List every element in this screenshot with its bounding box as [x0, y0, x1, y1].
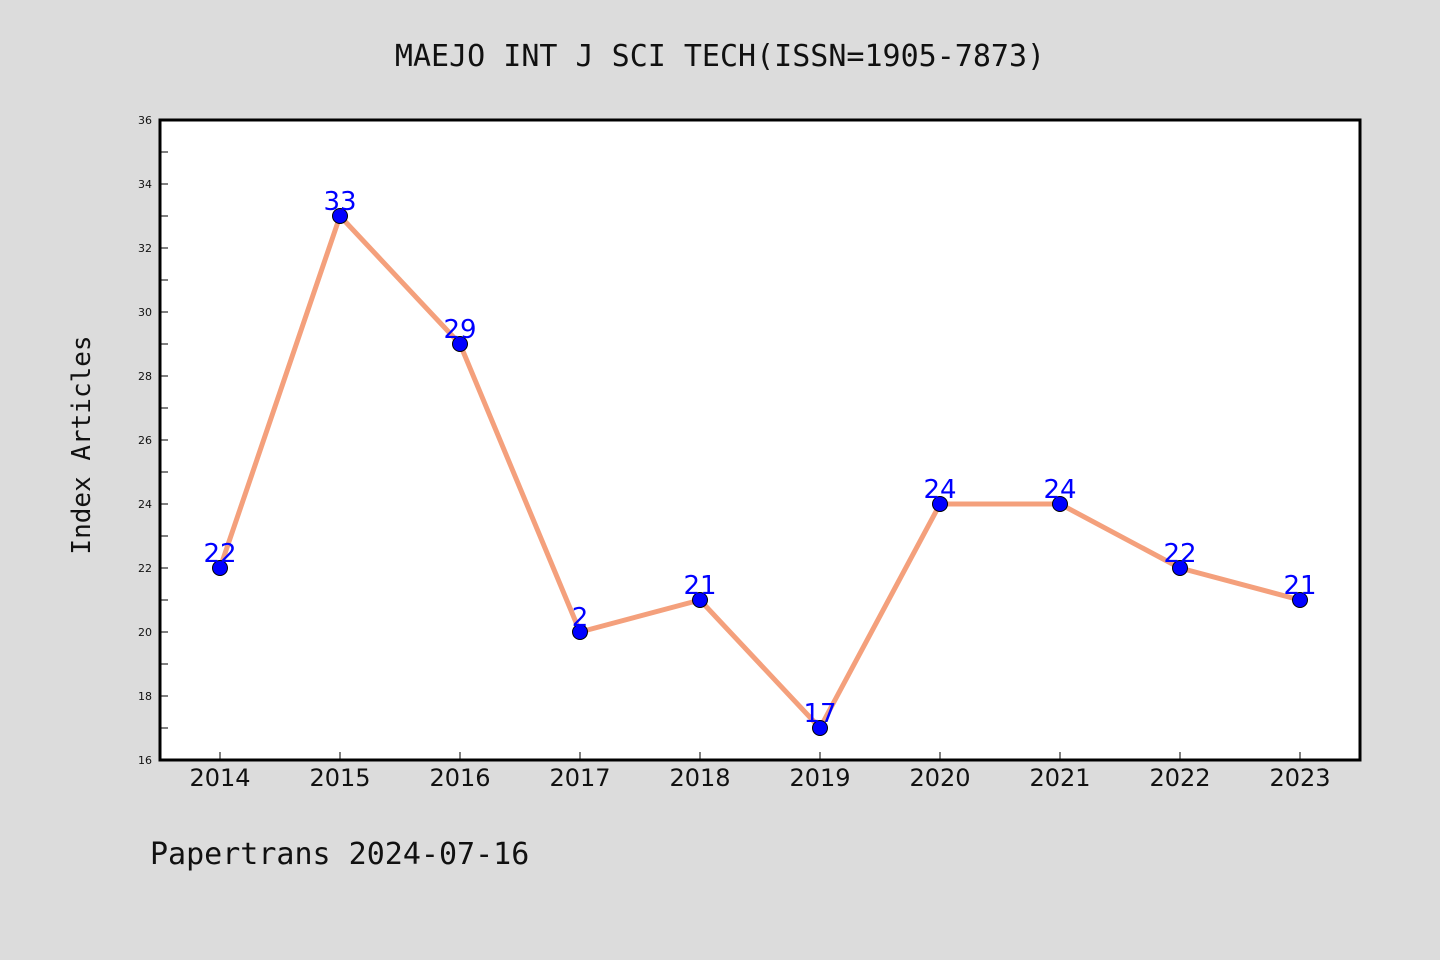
data-point: [812, 720, 828, 736]
series-layer: [212, 208, 1308, 736]
data-label: 33: [323, 187, 356, 217]
data-point: [932, 496, 948, 512]
plot-area: [160, 120, 1360, 760]
data-point: [332, 208, 348, 224]
x-axis: 2014 2015 2016 2017 2018 2019 2020 2021 2022 2023: [189, 752, 1331, 792]
footer-text: Papertrans 2024-07-16: [150, 837, 529, 872]
y-tick-label: 16: [138, 754, 152, 767]
data-label: 17: [803, 699, 836, 729]
x-tick-label: 2021: [1029, 764, 1090, 792]
x-tick-label: 2020: [909, 764, 970, 792]
data-point: [1292, 592, 1308, 608]
data-point: [692, 592, 708, 608]
data-label: 24: [923, 475, 956, 505]
data-label: 29: [443, 315, 476, 345]
y-tick-label: 26: [138, 434, 152, 447]
x-tick-label: 2014: [189, 764, 250, 792]
y-tick-label: 22: [138, 562, 152, 575]
x-tick-label: 2017: [549, 764, 610, 792]
y-tick-label: 34: [138, 178, 152, 191]
data-label: 24: [1043, 475, 1076, 505]
data-point: [212, 560, 228, 576]
data-label: 2: [572, 603, 589, 633]
y-axis-title: Index Articles: [67, 335, 97, 554]
data-point: [572, 624, 588, 640]
chart-title: MAEJO INT J SCI TECH(ISSN=1905-7873): [395, 39, 1045, 74]
data-point: [452, 336, 468, 352]
x-tick-label: 2016: [429, 764, 490, 792]
y-tick-label: 18: [138, 690, 152, 703]
plot-frame: [158, 118, 1362, 762]
data-label: 21: [1283, 571, 1316, 601]
y-tick-label: 32: [138, 242, 152, 255]
data-label: 21: [683, 571, 716, 601]
y-tick-label: 36: [138, 114, 152, 127]
x-tick-label: 2023: [1269, 764, 1330, 792]
data-labels: 22 33 29 2 21 17 24 24 22 21: [203, 187, 1316, 729]
data-point: [1052, 496, 1068, 512]
x-tick-label: 2018: [669, 764, 730, 792]
data-label: 22: [1163, 539, 1196, 569]
y-tick-label: 20: [138, 626, 152, 639]
y-tick-label: 24: [138, 498, 152, 511]
x-tick-label: 2015: [309, 764, 370, 792]
data-point: [1172, 560, 1188, 576]
y-tick-label: 28: [138, 370, 152, 383]
series-line: [217, 213, 1303, 731]
x-tick-label: 2019: [789, 764, 850, 792]
data-label: 22: [203, 539, 236, 569]
y-tick-label: 30: [138, 306, 152, 319]
x-tick-label: 2022: [1149, 764, 1210, 792]
